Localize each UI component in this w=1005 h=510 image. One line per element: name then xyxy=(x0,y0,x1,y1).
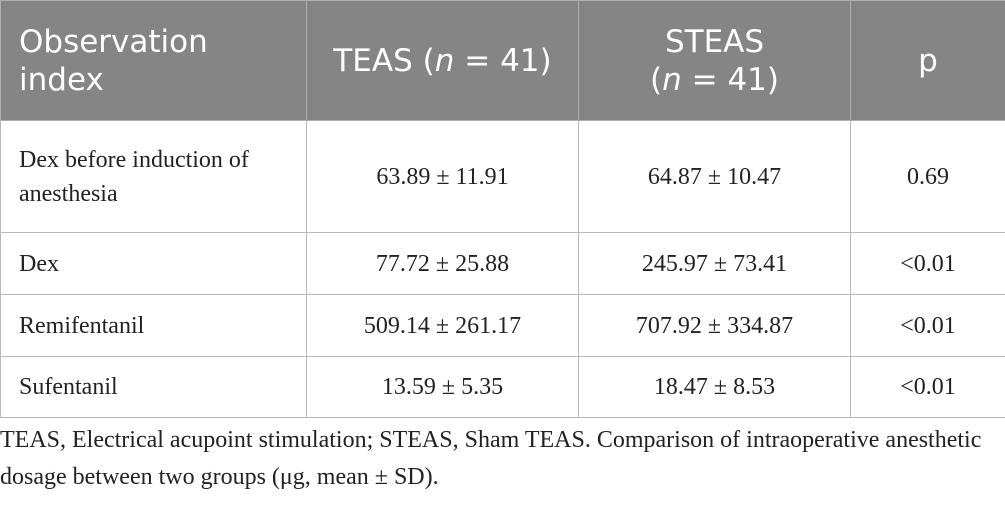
steas-value: 245.97 ± 73.41 xyxy=(578,232,851,295)
teas-value: 13.59 ± 5.35 xyxy=(306,356,579,418)
teas-value: 509.14 ± 261.17 xyxy=(306,294,579,357)
row-label: Dex xyxy=(0,232,307,295)
header-row: Observation index TEAS (n = 41) STEAS (n … xyxy=(0,0,1005,121)
p-value: <0.01 xyxy=(850,294,1005,357)
p-value: <0.01 xyxy=(850,356,1005,418)
table-row: Sufentanil 13.59 ± 5.35 18.47 ± 8.53 <0.… xyxy=(0,356,1005,418)
p-value: <0.01 xyxy=(850,232,1005,295)
teas-value: 63.89 ± 11.91 xyxy=(306,120,579,233)
table-row: Remifentanil 509.14 ± 261.17 707.92 ± 33… xyxy=(0,294,1005,357)
steas-value: 18.47 ± 8.53 xyxy=(578,356,851,418)
dosage-table: Observation index TEAS (n = 41) STEAS (n … xyxy=(0,0,1005,418)
header-steas: STEAS (n = 41) xyxy=(578,0,851,121)
table-caption: TEAS, Electrical acupoint stimulation; S… xyxy=(0,427,982,490)
table-row: Dex before induction of anesthesia 63.89… xyxy=(0,120,1005,233)
row-label: Dex before induction of anesthesia xyxy=(0,120,307,233)
header-observation-index: Observation index xyxy=(0,0,307,121)
table-row: Dex 77.72 ± 25.88 245.97 ± 73.41 <0.01 xyxy=(0,232,1005,295)
steas-value: 64.87 ± 10.47 xyxy=(578,120,851,233)
steas-value: 707.92 ± 334.87 xyxy=(578,294,851,357)
header-teas: TEAS (n = 41) xyxy=(306,0,579,121)
teas-value: 77.72 ± 25.88 xyxy=(306,232,579,295)
p-value: 0.69 xyxy=(850,120,1005,233)
header-p: p xyxy=(850,0,1005,121)
row-label: Sufentanil xyxy=(0,356,307,418)
row-label: Remifentanil xyxy=(0,294,307,357)
